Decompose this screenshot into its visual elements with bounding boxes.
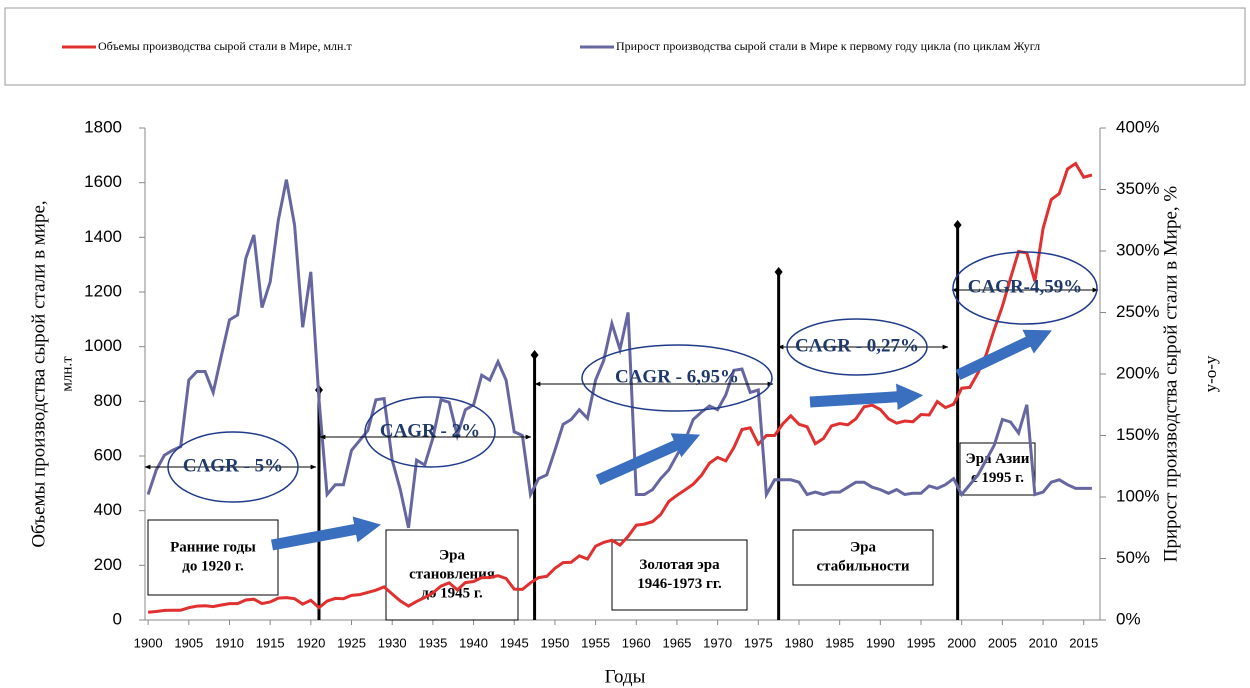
trend-arrow <box>809 383 924 410</box>
y2-tick-label: 250% <box>1116 302 1159 321</box>
cagr-label: CAGR - 0,27% <box>795 335 919 356</box>
era-label: Ранние годы <box>170 539 256 555</box>
era-label: с 1995 г. <box>971 470 1024 486</box>
legend-box <box>4 7 1246 86</box>
y-axis-title: Объемы производства сырой стали в мире, <box>28 200 49 547</box>
x-tick-label: 1905 <box>174 635 203 650</box>
y2-tick-label: 200% <box>1116 363 1159 382</box>
y2-tick-label: 0% <box>1116 609 1141 628</box>
y-tick-label: 600 <box>94 445 122 464</box>
legend-label: Объемы производства сырой стали в Мире, … <box>98 39 352 53</box>
cagr-label: CAGR - 5% <box>183 455 283 476</box>
y2-axis-title: Прирост производства сырой стали в Мире,… <box>1160 186 1181 563</box>
era-label: стабильности <box>816 558 909 574</box>
y-tick-label: 1400 <box>84 227 122 246</box>
x-axis-title: Годы <box>605 666 646 687</box>
cagr-ellipse <box>364 396 496 468</box>
cagr-ellipse <box>786 318 928 376</box>
x-tick-label: 1975 <box>744 635 773 650</box>
y2-tick-label: 100% <box>1116 486 1159 505</box>
x-tick-label: 1935 <box>418 635 447 650</box>
x-tick-label: 1980 <box>785 635 814 650</box>
era-label: Золотая эра <box>639 557 720 573</box>
era-label: до 1920 г. <box>182 558 244 574</box>
y-tick-label: 1800 <box>84 117 122 136</box>
era-label: становления <box>409 566 495 582</box>
x-tick-label: 1995 <box>907 635 936 650</box>
x-tick-label: 1910 <box>215 635 244 650</box>
x-tick-label: 1945 <box>500 635 529 650</box>
boundary-marker <box>953 220 962 230</box>
cagr-ellipse <box>952 251 1098 325</box>
y2-tick-label: 300% <box>1116 240 1159 259</box>
x-tick-label: 1965 <box>662 635 691 650</box>
series-line <box>147 161 1093 614</box>
x-tick-label: 1990 <box>866 635 895 650</box>
cagr-label: CAGR - 2% <box>380 420 480 441</box>
y2-tick-label: 50% <box>1116 548 1150 567</box>
x-tick-label: 1920 <box>296 635 325 650</box>
x-tick-label: 1985 <box>825 635 854 650</box>
trend-arrow <box>595 433 701 486</box>
y-tick-label: 1200 <box>84 281 122 300</box>
legend-label: Прирост производства сырой стали в Мире … <box>616 39 1040 53</box>
x-tick-label: 1960 <box>622 635 651 650</box>
x-tick-label: 1915 <box>256 635 285 650</box>
x-tick-label: 1930 <box>378 635 407 650</box>
y2-tick-label: 150% <box>1116 425 1159 444</box>
y2-tick-label: 350% <box>1116 179 1159 198</box>
y-tick-label: 1000 <box>84 336 122 355</box>
trend-arrow <box>270 516 381 551</box>
era-label: Эра <box>439 547 466 563</box>
y-tick-label: 0 <box>113 609 122 628</box>
boundary-marker <box>774 267 783 277</box>
era-box <box>959 442 1036 496</box>
era-box <box>611 539 748 611</box>
trend-arrow <box>955 329 1052 380</box>
cagr-ellipse <box>167 431 299 503</box>
x-tick-label: 1950 <box>540 635 569 650</box>
cagr-ellipse <box>581 344 773 412</box>
x-tick-label: 1955 <box>581 635 610 650</box>
y-tick-label: 1600 <box>84 172 122 191</box>
x-tick-label: 1900 <box>134 635 163 650</box>
cagr-label: CAGR-4,59% <box>968 276 1083 297</box>
y-tick-label: 800 <box>94 391 122 410</box>
y-tick-label: 200 <box>94 555 122 574</box>
era-label: Эра <box>850 539 877 555</box>
series-line <box>146 179 1092 529</box>
era-label: Эра Азии <box>966 451 1030 467</box>
era-box <box>792 529 934 586</box>
x-tick-label: 2000 <box>947 635 976 650</box>
x-tick-label: 1925 <box>337 635 366 650</box>
x-tick-label: 1940 <box>459 635 488 650</box>
x-tick-label: 1970 <box>703 635 732 650</box>
y2-tick-label: 400% <box>1116 117 1159 136</box>
y2-axis-title: у-о-у <box>1201 355 1220 392</box>
y-axis-title: млн.т <box>59 356 75 392</box>
y-tick-label: 400 <box>94 500 122 519</box>
x-tick-label: 2010 <box>1029 635 1058 650</box>
x-tick-label: 2015 <box>1069 635 1098 650</box>
era-label: 1946-1973 гг. <box>637 576 722 592</box>
x-tick-label: 2005 <box>988 635 1017 650</box>
cagr-label: CAGR - 6,95% <box>615 366 739 387</box>
era-box <box>147 519 279 596</box>
boundary-marker <box>530 350 539 360</box>
